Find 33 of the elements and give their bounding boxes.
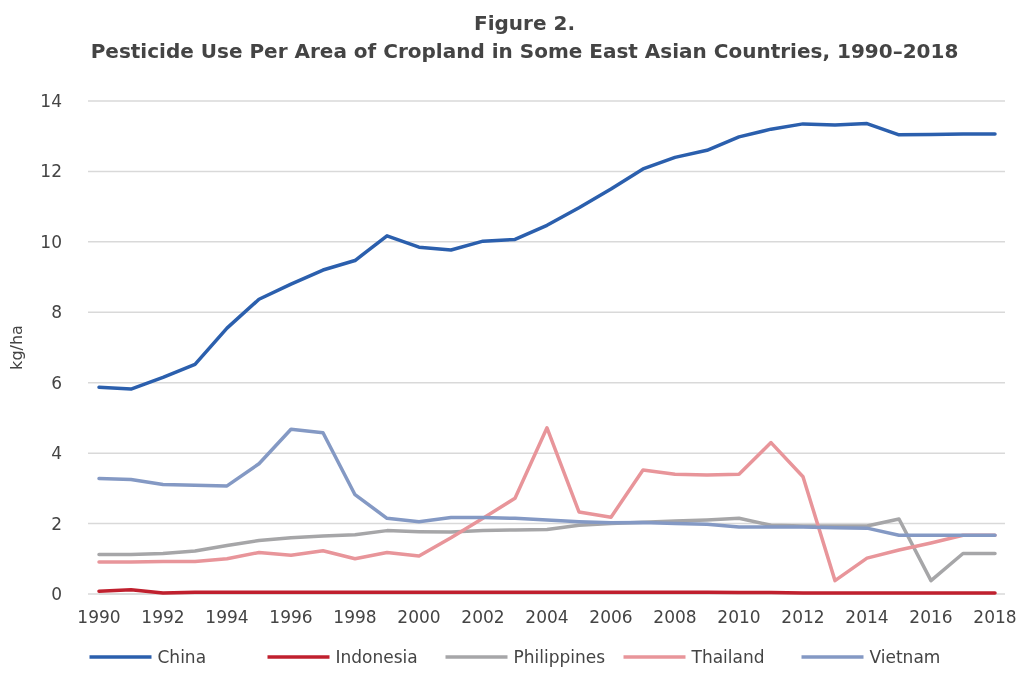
- y-axis-title: kg/ha: [7, 325, 26, 370]
- x-tick-label: 2000: [397, 607, 441, 627]
- y-tick-label: 10: [40, 231, 62, 252]
- x-tick-label: 2010: [717, 607, 761, 627]
- y-tick-label: 12: [40, 161, 62, 182]
- y-tick-label: 2: [51, 513, 62, 534]
- line-series: [97, 427, 997, 537]
- x-tick-label: 1992: [141, 607, 185, 627]
- y-tick-label: 4: [51, 443, 62, 464]
- x-tick-label: 2008: [653, 607, 697, 627]
- y-tick-label: 6: [51, 372, 62, 393]
- x-tick-label: 1994: [205, 607, 249, 627]
- legend-label: Indonesia: [335, 647, 418, 667]
- x-tick-label: 2016: [909, 607, 953, 627]
- line-series: [97, 121, 997, 391]
- chart-subtitle: Pesticide Use Per Area of Cropland in Some East Asian Countries, 1990–2018: [90, 39, 959, 63]
- x-tick-label: 1998: [333, 607, 377, 627]
- x-tick-label: 2004: [525, 607, 569, 627]
- x-tick-label: 2002: [461, 607, 505, 627]
- x-tick-label: 2018: [973, 607, 1017, 627]
- y-tick-label: 14: [40, 90, 62, 111]
- x-tick-label: 1996: [269, 607, 313, 627]
- y-tick-label: 0: [51, 583, 62, 604]
- legend-label: Philippines: [513, 647, 606, 667]
- legend-label: Thailand: [690, 647, 765, 667]
- y-tick-label: 8: [51, 302, 62, 323]
- chart-title: Figure 2.: [474, 11, 575, 35]
- x-tick-label: 1990: [77, 607, 121, 627]
- x-tick-label: 2006: [589, 607, 633, 627]
- legend-label: China: [157, 647, 207, 667]
- x-tick-label: 2012: [781, 607, 825, 627]
- legend-label: Vietnam: [869, 647, 941, 667]
- x-tick-label: 2014: [845, 607, 889, 627]
